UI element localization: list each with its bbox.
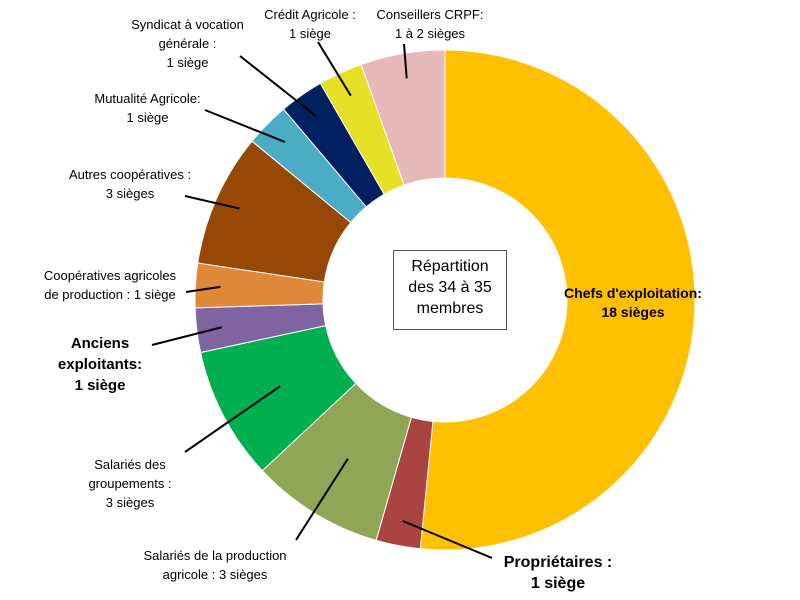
label-cooperatives-production: Coopératives agricoles de production : 1… bbox=[43, 268, 177, 302]
leader-line-syndicat bbox=[239, 55, 317, 117]
leader-line-coop-prod bbox=[185, 285, 221, 293]
leader-line-anciens bbox=[151, 326, 222, 346]
center-title-line-1: Répartition bbox=[411, 258, 489, 275]
label-salaries-production: Salariés de la production agricole : 3 s… bbox=[143, 548, 287, 582]
leader-line-crpf bbox=[403, 43, 408, 79]
leader-line-salaries-prod bbox=[295, 458, 349, 541]
leader-line-autres-coop bbox=[184, 195, 240, 210]
slice-crpf bbox=[360, 49, 446, 186]
label-proprietaires: Propriétaires : 1 siège bbox=[503, 554, 613, 592]
leader-line-salaries-grp bbox=[184, 385, 281, 453]
label-syndicat: Syndicat à vocation générale : 1 siège bbox=[131, 17, 244, 70]
slice-chefs bbox=[419, 49, 696, 551]
label-salaries-groupements: Salariés des groupements : 3 sièges bbox=[88, 457, 172, 510]
leader-line-proprietaires bbox=[402, 520, 493, 559]
label-mutualite: Mutualité Agricole: 1 siège bbox=[94, 91, 201, 125]
label-autres-cooperatives: Autres coopératives : 3 sièges bbox=[68, 167, 192, 201]
center-title-line-2: des 34 à 35 bbox=[408, 279, 492, 296]
label-credit: Crédit Agricole : 1 siège bbox=[264, 7, 356, 41]
center-title-line-3: membres bbox=[416, 300, 484, 317]
center-title: Répartition des 34 à 35 membres bbox=[393, 250, 507, 330]
label-chefs: Chefs d'exploitation: 18 sièges bbox=[564, 285, 702, 320]
label-crpf: Conseillers CRPF: 1 à 2 sièges bbox=[376, 7, 484, 41]
leader-line-credit bbox=[317, 41, 352, 97]
leader-line-mutualite bbox=[204, 109, 286, 143]
label-anciens: Anciens exploitants: 1 siège bbox=[57, 335, 143, 394]
